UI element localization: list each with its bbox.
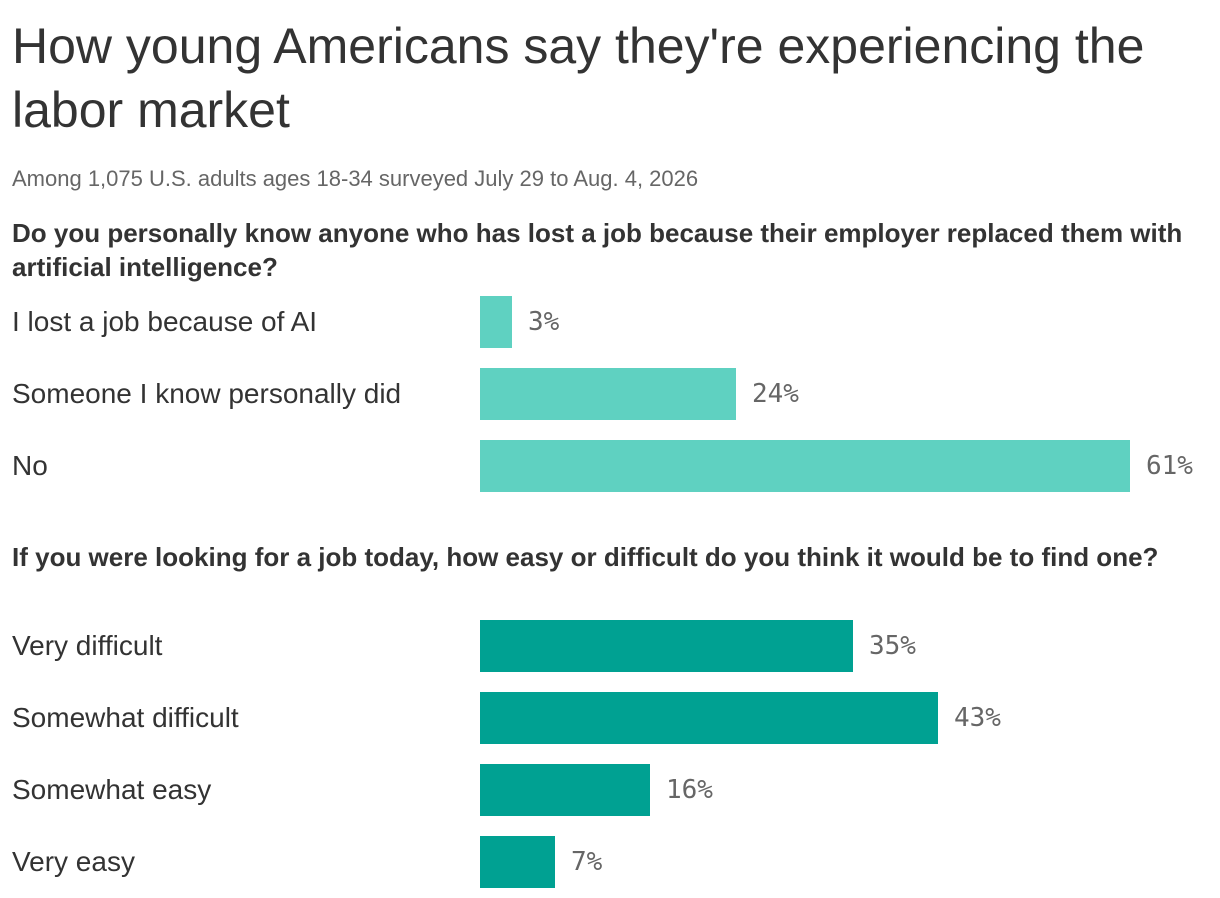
bar: [480, 368, 736, 420]
category-label: Someone I know personally did: [12, 378, 402, 409]
bar: [480, 764, 650, 816]
data-label: 35%: [869, 631, 916, 661]
category-label: Very difficult: [12, 630, 163, 661]
question-2-title: If you were looking for a job today, how…: [12, 542, 1159, 572]
data-label: 7%: [571, 847, 603, 877]
bar: [480, 440, 1130, 492]
category-label: Somewhat difficult: [12, 702, 239, 733]
chart-title: How young Americans say they're experien…: [12, 18, 1145, 138]
data-label: 43%: [954, 703, 1001, 733]
chart-subtitle: Among 1,075 U.S. adults ages 18-34 surve…: [12, 166, 699, 191]
data-label: 24%: [752, 379, 799, 409]
category-label: Somewhat easy: [12, 774, 212, 805]
bar: [480, 836, 555, 888]
question-1-title: Do you personally know anyone who has lo…: [12, 218, 1183, 282]
category-label: I lost a job because of AI: [12, 306, 318, 337]
bar: [480, 692, 938, 744]
data-label: 3%: [528, 307, 560, 337]
data-label: 61%: [1146, 451, 1193, 481]
bar: [480, 296, 512, 348]
category-label: No: [12, 450, 48, 481]
category-label: Very easy: [12, 846, 135, 877]
data-label: 16%: [666, 775, 713, 805]
bar: [480, 620, 853, 672]
